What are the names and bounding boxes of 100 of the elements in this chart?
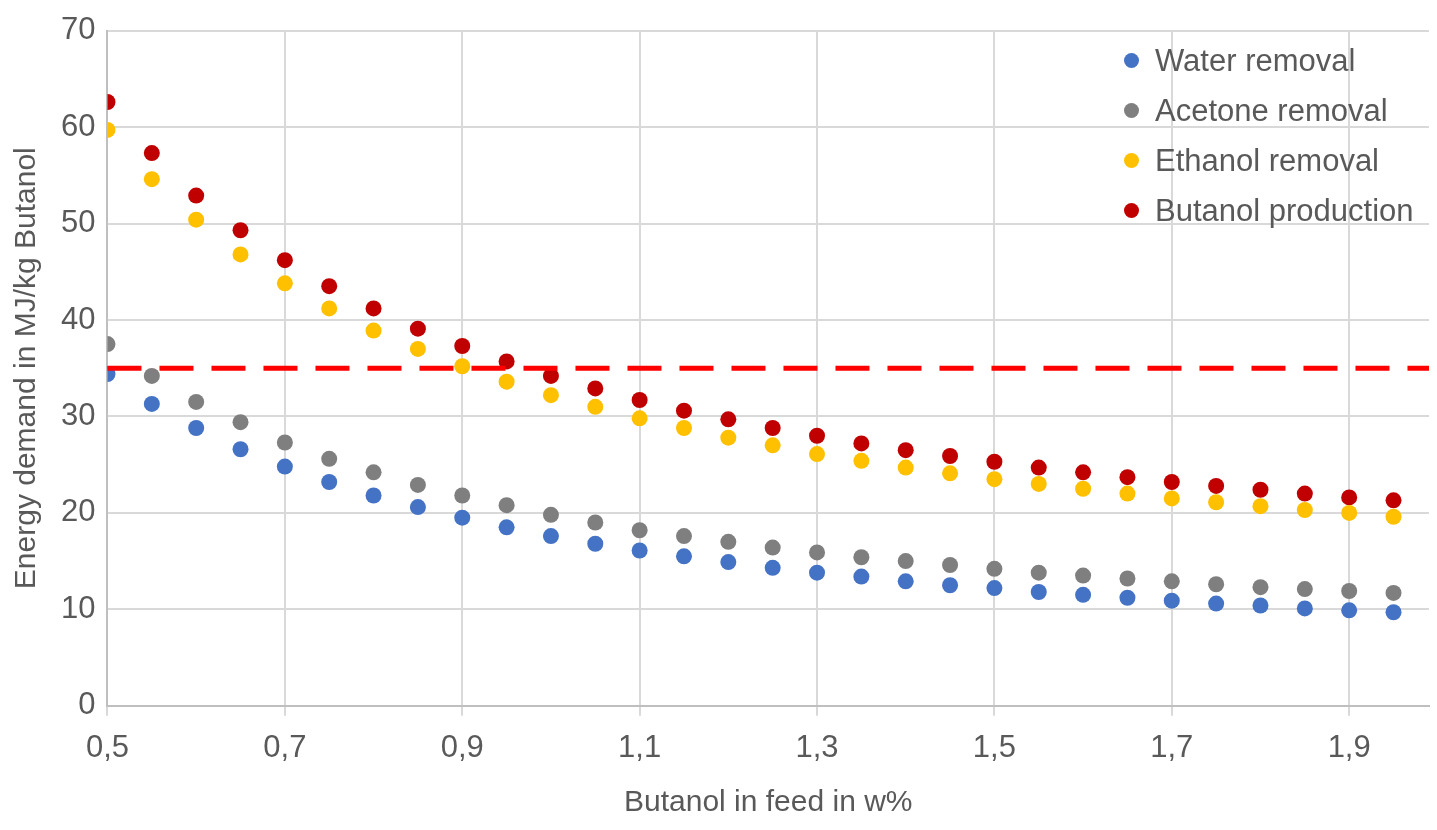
point xyxy=(675,420,692,436)
point xyxy=(853,549,870,566)
point xyxy=(897,573,914,590)
point xyxy=(232,441,249,458)
point xyxy=(897,553,914,570)
point xyxy=(1163,592,1180,609)
point xyxy=(188,187,205,204)
legend-label: Water removal xyxy=(1155,41,1356,80)
point xyxy=(942,447,959,464)
point xyxy=(276,434,293,451)
x-tick-label: 1,5 xyxy=(972,728,1016,764)
point xyxy=(498,497,515,514)
point xyxy=(1163,490,1180,507)
point xyxy=(1119,485,1136,502)
point xyxy=(1030,564,1047,581)
point xyxy=(1030,459,1047,476)
point xyxy=(1119,570,1136,587)
point xyxy=(409,499,426,516)
x-tick-label: 1,3 xyxy=(795,728,839,764)
point xyxy=(1075,480,1092,497)
x-axis-title: Butanol in feed in w% xyxy=(623,784,913,818)
point xyxy=(809,544,826,561)
point xyxy=(321,474,338,491)
point xyxy=(764,559,781,576)
point xyxy=(720,554,737,571)
point xyxy=(1075,567,1092,584)
point xyxy=(1252,597,1269,614)
point xyxy=(1163,573,1180,590)
point xyxy=(542,506,559,523)
point xyxy=(1208,576,1225,593)
point xyxy=(188,393,205,410)
point xyxy=(188,211,205,228)
point xyxy=(1208,477,1225,494)
point xyxy=(853,452,870,469)
y-tick-label: 70 xyxy=(61,11,96,47)
point xyxy=(542,387,559,404)
point xyxy=(720,411,737,428)
point xyxy=(1030,583,1047,600)
point xyxy=(587,535,604,552)
point xyxy=(1208,595,1225,612)
y-tick-label: 30 xyxy=(61,396,96,432)
x-tick-label: 1,7 xyxy=(1150,728,1194,764)
point xyxy=(1119,589,1136,606)
point xyxy=(365,464,382,481)
point xyxy=(897,442,914,459)
point xyxy=(321,450,338,467)
point xyxy=(454,338,471,355)
point xyxy=(986,580,1003,597)
point xyxy=(587,380,604,397)
point xyxy=(1119,469,1136,486)
point xyxy=(1341,504,1358,521)
point xyxy=(631,542,648,559)
point xyxy=(1385,584,1402,601)
point xyxy=(454,509,471,526)
y-tick-label: 20 xyxy=(61,493,96,529)
point xyxy=(188,420,205,436)
legend-label: Butanol production xyxy=(1155,191,1414,230)
point xyxy=(321,278,338,295)
point xyxy=(853,435,870,452)
point xyxy=(321,300,338,317)
point xyxy=(143,367,160,384)
point xyxy=(986,560,1003,577)
point xyxy=(365,322,382,339)
point xyxy=(675,402,692,419)
point xyxy=(942,556,959,573)
point xyxy=(675,528,692,545)
y-tick-label: 40 xyxy=(61,300,96,336)
point xyxy=(232,246,249,263)
point xyxy=(542,528,559,545)
y-tick-label: 50 xyxy=(61,204,96,240)
point xyxy=(276,275,293,292)
x-tick-label: 1,9 xyxy=(1327,728,1371,764)
point xyxy=(631,392,648,409)
point xyxy=(764,437,781,454)
point xyxy=(631,522,648,539)
point xyxy=(675,548,692,565)
point xyxy=(143,171,160,188)
point xyxy=(986,471,1003,488)
point xyxy=(1075,464,1092,481)
x-tick-label: 1,1 xyxy=(618,728,662,764)
point xyxy=(587,398,604,415)
y-tick-label: 10 xyxy=(61,589,96,625)
point xyxy=(1341,489,1358,506)
point xyxy=(631,410,648,427)
point xyxy=(720,429,737,446)
point xyxy=(809,427,826,444)
point xyxy=(276,252,293,269)
point xyxy=(1163,474,1180,491)
point xyxy=(409,320,426,337)
x-tick-label: 0,5 xyxy=(85,728,130,764)
point xyxy=(1296,501,1313,518)
legend-label: Acetone removal xyxy=(1155,91,1388,130)
legend-label: Ethanol removal xyxy=(1155,141,1380,180)
point xyxy=(1296,600,1313,617)
point xyxy=(409,340,426,357)
point xyxy=(1296,581,1313,598)
y-tick-label: 0 xyxy=(78,686,96,722)
point xyxy=(809,564,826,581)
point xyxy=(853,568,870,585)
point xyxy=(409,476,426,493)
